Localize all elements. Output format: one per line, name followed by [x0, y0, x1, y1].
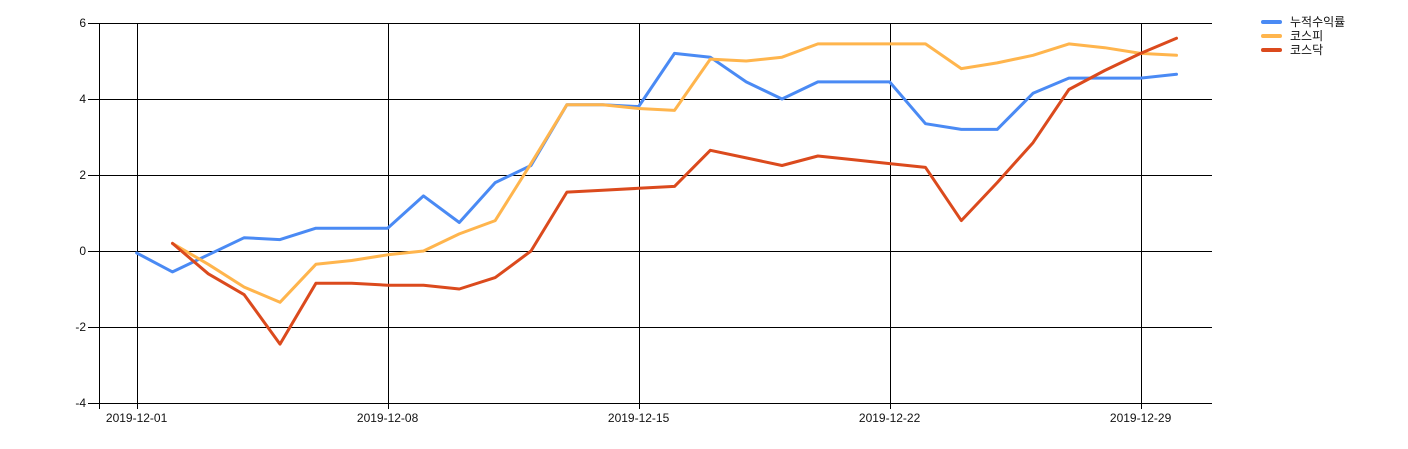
series-line-1 [171, 42, 1178, 304]
x-axis-tick-label: 2019-12-15 [608, 411, 670, 425]
axis-tick-labels: 6 4 2 0 -2 -4 2019-12-01 2019-12-08 2019-12-15 20… [75, 16, 1171, 425]
y-axis-tick-label: -2 [75, 320, 86, 334]
x-axis-tick-label: 2019-12-08 [357, 411, 419, 425]
chart-legend: 누적수익률 코스피 코스닥 [1261, 15, 1345, 57]
legend-label: 코스피 [1290, 29, 1324, 43]
series-line-0 [135, 51, 1178, 274]
y-axis-tick-label: 2 [79, 168, 86, 182]
x-axis-tick-label: 2019-12-29 [1110, 411, 1172, 425]
y-axis-tick-label: 6 [79, 16, 86, 30]
legend-item-cumulative-return: 누적수익률 [1261, 15, 1345, 29]
legend-item-kospi: 코스피 [1261, 29, 1345, 43]
line-swatch-icon [1261, 34, 1282, 38]
line-swatch-icon [1261, 20, 1282, 24]
x-axis-tick-label: 2019-12-01 [106, 411, 168, 425]
x-axis-tick-label: 2019-12-22 [859, 411, 921, 425]
y-axis-tick-label: -4 [75, 396, 86, 410]
line-swatch-icon [1261, 48, 1282, 52]
y-axis-tick-label: 4 [79, 92, 86, 106]
gridlines [88, 23, 1212, 409]
legend-label: 코스닥 [1290, 43, 1324, 57]
y-axis-tick-label: 0 [79, 244, 86, 258]
series-lines [135, 36, 1178, 346]
series-line-2 [171, 36, 1178, 346]
legend-item-kosdaq: 코스닥 [1261, 43, 1345, 57]
legend-label: 누적수익률 [1290, 15, 1346, 29]
